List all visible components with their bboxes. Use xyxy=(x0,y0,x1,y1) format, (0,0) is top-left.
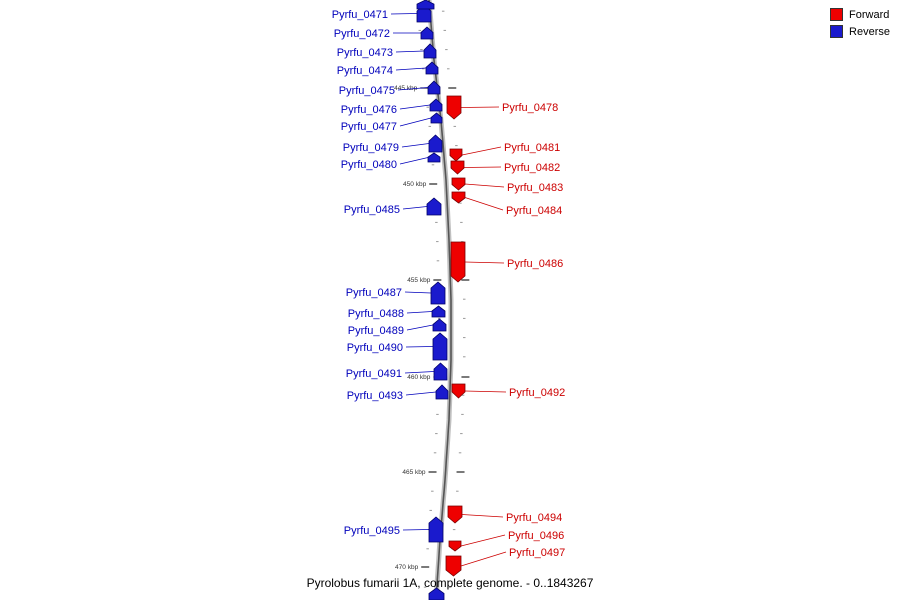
gene-Pyrfu_0472[interactable] xyxy=(420,26,434,40)
gene-label-Pyrfu_0495[interactable]: Pyrfu_0495 xyxy=(344,525,400,537)
legend: Forward Reverse xyxy=(830,8,890,38)
gene-connector xyxy=(405,391,437,396)
tick-label: 460 kbp xyxy=(407,374,431,381)
forward-strand-swatch xyxy=(830,8,844,21)
gene-label-Pyrfu_0481[interactable]: Pyrfu_0481 xyxy=(504,142,560,154)
gene-label-Pyrfu_0492[interactable]: Pyrfu_0492 xyxy=(509,387,565,399)
gene-connector xyxy=(464,183,505,188)
gene-label-Pyrfu_0478[interactable]: Pyrfu_0478 xyxy=(502,102,558,114)
gene-Pyrfu_0484[interactable] xyxy=(451,191,466,204)
gene-label-Pyrfu_0484[interactable]: Pyrfu_0484 xyxy=(506,205,562,217)
gene-label-Pyrfu_0486[interactable]: Pyrfu_0486 xyxy=(507,258,563,270)
reverse-strand-swatch xyxy=(830,25,844,38)
gene-label-Pyrfu_0489[interactable]: Pyrfu_0489 xyxy=(348,325,404,337)
gene-Pyrfu_0494[interactable] xyxy=(447,505,463,524)
gene-label-Pyrfu_0483[interactable]: Pyrfu_0483 xyxy=(507,182,563,194)
gene-label-Pyrfu_0479[interactable]: Pyrfu_0479 xyxy=(343,142,399,154)
gene-Pyrfu_0477[interactable] xyxy=(430,112,443,124)
genome-caption: Pyrolobus fumarii 1A, complete genome. -… xyxy=(306,576,594,590)
gene-label-Pyrfu_0493[interactable]: Pyrfu_0493 xyxy=(347,390,403,402)
gene-connector xyxy=(402,206,428,210)
gene-label-Pyrfu_0472[interactable]: Pyrfu_0472 xyxy=(334,28,390,40)
tick-label: 455 kbp xyxy=(407,277,431,284)
gene-label-Pyrfu_0473[interactable]: Pyrfu_0473 xyxy=(337,47,393,59)
gene-connector xyxy=(406,311,433,314)
gene-label-Pyrfu_0487[interactable]: Pyrfu_0487 xyxy=(346,287,402,299)
gene-connector xyxy=(464,261,505,264)
gene-Pyrfu_0491[interactable] xyxy=(433,362,448,381)
legend-item-reverse: Reverse xyxy=(830,25,890,38)
genome-axis xyxy=(428,0,452,600)
gene-label-Pyrfu_0482[interactable]: Pyrfu_0482 xyxy=(504,162,560,174)
gene-label-Pyrfu_0485[interactable]: Pyrfu_0485 xyxy=(344,204,400,216)
legend-item-forward: Forward xyxy=(830,8,890,21)
gene-connector xyxy=(460,551,507,567)
gene-Pyrfu_0486[interactable] xyxy=(450,241,466,283)
gene-Pyrfu_0495[interactable] xyxy=(428,516,444,543)
gene-label-Pyrfu_0497[interactable]: Pyrfu_0497 xyxy=(509,547,565,559)
gene-Pyrfu_0476[interactable] xyxy=(429,98,443,112)
gene-Pyrfu_0496[interactable] xyxy=(448,540,462,552)
gene-Pyrfu_0479[interactable] xyxy=(428,134,443,153)
gene-connector xyxy=(461,514,504,518)
gene-label-Pyrfu_0491[interactable]: Pyrfu_0491 xyxy=(346,368,402,380)
gene-label-Pyrfu_0477[interactable]: Pyrfu_0477 xyxy=(341,121,397,133)
gene-connector xyxy=(397,87,429,91)
gene-connector xyxy=(460,534,506,547)
gene-Pyrfu_0488[interactable] xyxy=(431,305,446,318)
axis-ticks: 445 kbp 450 kbp 455 kbp 460 kbp 465 kbp 470 k… xyxy=(394,10,470,588)
gene-connector xyxy=(399,104,431,110)
gene-Pyrfu_0485[interactable] xyxy=(426,197,442,216)
tick-label: 450 kbp xyxy=(403,181,427,188)
gene-connector xyxy=(461,146,502,156)
gene-label-Pyrfu_0496[interactable]: Pyrfu_0496 xyxy=(508,530,564,542)
gene-connector xyxy=(464,390,507,393)
gene-connector xyxy=(402,529,430,531)
tick-label: 470 kbp xyxy=(395,564,419,571)
gene-Pyrfu_0475[interactable] xyxy=(427,80,441,95)
gene-Pyrfu_0487[interactable] xyxy=(430,281,446,305)
gene-connector xyxy=(406,324,434,331)
gene-Pyrfu_0480[interactable] xyxy=(427,152,441,163)
gene-connector xyxy=(401,143,430,148)
gene-Pyrfu_0483[interactable] xyxy=(451,177,466,191)
gene-Pyrfu_0481[interactable] xyxy=(449,148,463,162)
gene-Pyrfu_0478[interactable] xyxy=(446,95,462,120)
gene-Pyrfu_0474[interactable] xyxy=(425,61,439,75)
gene-Pyrfu_0489[interactable] xyxy=(432,318,447,332)
gene-unlabeled[interactable] xyxy=(428,587,445,600)
gene-connector xyxy=(460,106,500,108)
gene-label-Pyrfu_0475[interactable]: Pyrfu_0475 xyxy=(339,85,395,97)
gene-connector xyxy=(463,166,502,168)
gene-label-Pyrfu_0490[interactable]: Pyrfu_0490 xyxy=(347,342,403,354)
gene-Pyrfu_0493[interactable] xyxy=(435,384,449,400)
gene-label-Pyrfu_0474[interactable]: Pyrfu_0474 xyxy=(337,65,393,77)
gene-Pyrfu_0492[interactable] xyxy=(451,383,466,399)
gene-label-Pyrfu_0471[interactable]: Pyrfu_0471 xyxy=(332,9,388,21)
gene-label-Pyrfu_0494[interactable]: Pyrfu_0494 xyxy=(506,512,562,524)
gene-connector xyxy=(395,50,425,53)
tick-label: 465 kbp xyxy=(402,469,426,476)
legend-reverse-label: Reverse xyxy=(849,25,890,38)
legend-forward-label: Forward xyxy=(849,8,890,21)
gene-Pyrfu_0482[interactable] xyxy=(450,160,465,175)
gene-connector xyxy=(390,13,418,15)
gene-connector xyxy=(464,197,504,211)
tick-label: 445 kbp xyxy=(394,85,418,92)
gene-connector xyxy=(395,67,427,71)
gene-label-Pyrfu_0476[interactable]: Pyrfu_0476 xyxy=(341,104,397,116)
gene-connector xyxy=(399,117,432,127)
gene-label-Pyrfu_0488[interactable]: Pyrfu_0488 xyxy=(348,308,404,320)
gene-label-Pyrfu_0480[interactable]: Pyrfu_0480 xyxy=(341,159,397,171)
gene-unlabeled[interactable] xyxy=(416,0,435,10)
gene-connector xyxy=(404,371,435,374)
gene-Pyrfu_0473[interactable] xyxy=(423,43,437,59)
gene-connector xyxy=(404,291,432,294)
gene-Pyrfu_0490[interactable] xyxy=(432,332,448,361)
gene-connector xyxy=(399,157,429,165)
gene-Pyrfu_0497[interactable] xyxy=(445,555,462,577)
gene-connector xyxy=(405,346,434,348)
